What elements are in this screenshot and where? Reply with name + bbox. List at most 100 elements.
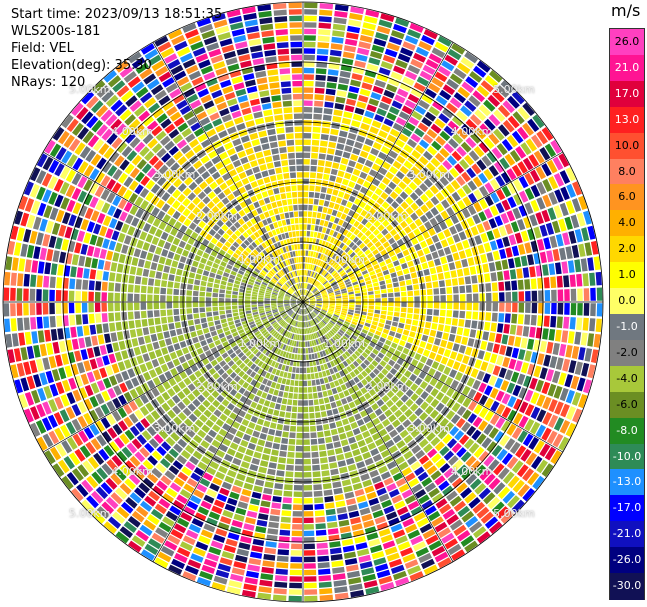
velocity-bin	[11, 257, 19, 271]
velocity-bin	[316, 425, 323, 432]
velocity-bin	[378, 167, 388, 176]
velocity-bin	[397, 541, 411, 551]
velocity-bin	[347, 25, 361, 34]
velocity-bin	[346, 366, 353, 373]
velocity-bin	[536, 459, 548, 474]
velocity-bin	[396, 238, 404, 246]
velocity-bin	[352, 168, 361, 177]
velocity-bin	[96, 324, 103, 334]
velocity-bin	[295, 445, 303, 452]
velocity-bin	[415, 144, 426, 155]
velocity-bin	[275, 568, 288, 575]
velocity-bin	[525, 302, 531, 313]
velocity-bin	[332, 162, 340, 169]
velocity-bin	[342, 302, 349, 305]
velocity-bin	[329, 297, 335, 300]
velocity-bin	[355, 542, 368, 550]
velocity-bin	[562, 358, 571, 372]
velocity-bin	[388, 267, 396, 274]
velocity-bin	[304, 308, 307, 315]
velocity-bin	[361, 308, 368, 312]
velocity-bin	[318, 568, 331, 575]
velocity-bin	[69, 314, 76, 326]
velocity-bin	[304, 569, 317, 576]
velocity-bin	[195, 324, 202, 331]
velocity-bin	[177, 262, 185, 270]
velocity-bin	[511, 313, 518, 324]
velocity-bin	[494, 215, 504, 227]
velocity-bin	[205, 307, 212, 312]
velocity-bin	[468, 357, 476, 367]
velocity-bin	[107, 302, 114, 312]
velocity-bin	[357, 439, 366, 448]
velocity-bin	[257, 592, 272, 600]
velocity-bin	[463, 328, 470, 337]
velocity-bin	[495, 260, 502, 271]
velocity-bin	[499, 248, 507, 259]
velocity-bin	[316, 212, 322, 219]
velocity-bin	[517, 483, 530, 498]
velocity-bin	[131, 338, 139, 347]
velocity-bin	[233, 513, 245, 522]
velocity-bin	[518, 244, 526, 255]
velocity-bin	[316, 304, 322, 307]
velocity-bin	[342, 151, 351, 159]
velocity-bin	[425, 237, 434, 246]
velocity-bin	[430, 196, 440, 206]
velocity-bin	[507, 475, 520, 489]
velocity-bin	[277, 463, 286, 470]
velocity-bin	[309, 257, 313, 264]
velocity-bin	[306, 237, 310, 243]
velocity-bin	[447, 48, 462, 61]
velocity-bin	[57, 264, 64, 276]
velocity-bin	[368, 388, 377, 397]
velocity-bin	[362, 430, 371, 439]
velocity-bin	[298, 328, 301, 334]
velocity-bin	[78, 255, 86, 267]
velocity-bin	[468, 192, 478, 204]
velocity-bin	[543, 354, 551, 367]
velocity-bin	[395, 139, 405, 148]
velocity-bin	[324, 249, 330, 255]
velocity-bin	[355, 302, 362, 305]
velocity-bin	[306, 367, 311, 373]
velocity-bin	[419, 183, 429, 192]
velocity-bin	[459, 159, 470, 170]
velocity-bin	[356, 215, 364, 223]
velocity-bin	[323, 300, 329, 302]
velocity-bin	[205, 302, 212, 307]
velocity-bin	[359, 445, 369, 454]
velocity-bin	[536, 239, 545, 251]
velocity-bin	[160, 302, 166, 309]
velocity-bin	[364, 348, 371, 355]
velocity-bin	[511, 460, 524, 474]
velocity-bin	[326, 154, 334, 161]
velocity-bin	[29, 288, 36, 301]
velocity-bin	[42, 303, 49, 315]
velocity-bin	[308, 294, 313, 298]
velocity-bin	[365, 335, 373, 341]
velocity-bin	[308, 293, 313, 298]
velocity-bin	[361, 218, 368, 226]
velocity-bin	[427, 448, 438, 459]
velocity-bin	[330, 360, 335, 367]
velocity-bin	[418, 371, 427, 380]
velocity-bin	[315, 81, 326, 88]
velocity-bin	[468, 400, 478, 412]
velocity-bin	[480, 253, 488, 264]
velocity-bin	[97, 259, 105, 270]
velocity-bin	[68, 290, 75, 302]
velocity-bin	[498, 367, 507, 379]
velocity-bin	[431, 140, 442, 151]
velocity-bin	[576, 317, 583, 331]
velocity-bin	[176, 268, 183, 276]
velocity-bin	[423, 29, 438, 40]
velocity-bin	[234, 451, 244, 460]
velocity-bin	[16, 288, 23, 301]
velocity-bin	[410, 393, 419, 402]
velocity-bin	[247, 564, 260, 572]
velocity-bin	[154, 279, 161, 287]
velocity-bin	[480, 340, 488, 351]
velocity-bin	[114, 302, 120, 312]
velocity-bin	[430, 157, 441, 168]
